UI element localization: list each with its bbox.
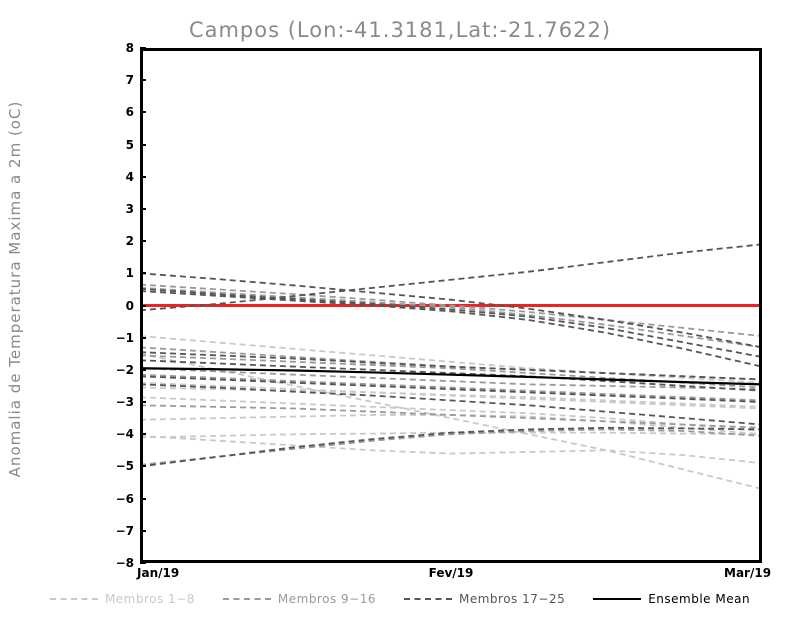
member-line xyxy=(140,373,762,402)
legend-swatch xyxy=(49,598,98,600)
member-line xyxy=(140,396,762,432)
legend-label: Membros 17−25 xyxy=(458,592,566,606)
y-axis-tick-mark xyxy=(140,336,146,339)
y-axis-tick-mark xyxy=(140,401,146,404)
plot-frame xyxy=(140,48,762,563)
y-axis-tick-mark xyxy=(140,111,146,114)
y-axis-tick-label: 6 xyxy=(125,105,134,120)
member-line xyxy=(140,381,762,410)
member-line xyxy=(140,359,762,392)
y-axis-label-container: Anomalia de Temperatura Maxima a 2m (oC) xyxy=(0,0,30,618)
y-axis-tick-label: 4 xyxy=(125,169,134,184)
y-axis-tick-mark xyxy=(140,562,146,564)
y-axis-tick-label: −1 xyxy=(115,330,134,345)
member-line xyxy=(140,335,762,384)
y-axis-tick-mark xyxy=(140,47,146,49)
member-line xyxy=(140,243,762,312)
legend-label: Membros 1−8 xyxy=(104,592,195,606)
y-axis-tick-label: −4 xyxy=(115,427,134,442)
y-axis-tick-mark xyxy=(140,368,146,371)
member-line xyxy=(140,283,762,337)
y-axis-tick-label: 2 xyxy=(125,234,134,249)
member-line xyxy=(140,354,762,389)
legend-label: Membros 9−16 xyxy=(277,592,376,606)
y-axis-tick-label: −5 xyxy=(115,459,134,474)
y-axis-tick-label: 8 xyxy=(125,41,134,55)
member-line xyxy=(140,290,762,368)
legend-item[interactable]: Membros 9−16 xyxy=(222,592,376,606)
y-axis-tick-mark xyxy=(140,272,146,275)
y-axis-tick-label: −8 xyxy=(115,556,134,570)
page-title: Campos (Lon:-41.3181,Lat:-21.7622) xyxy=(188,18,612,42)
y-axis-tick-labels: 8 7 6 5 4 3 2 1 0 −1 −2 −3 −4 −5 −6 −7 −8 xyxy=(108,41,134,570)
y-axis-tick-label: 7 xyxy=(125,73,134,88)
y-axis-tick-label: −2 xyxy=(115,362,134,377)
plot-area xyxy=(140,48,762,563)
y-axis-tick-mark xyxy=(140,143,146,146)
member-line xyxy=(140,404,762,429)
member-line xyxy=(140,367,762,391)
legend-item[interactable]: Membros 17−25 xyxy=(403,592,566,606)
member-line xyxy=(140,272,762,349)
y-axis-tick-label: −7 xyxy=(115,523,134,538)
legend-item[interactable]: Ensemble Mean xyxy=(593,592,750,606)
y-axis-tick-mark xyxy=(140,529,146,532)
legend: Membros 1−8 Membros 9−16 Membros 17−25 Ense… xyxy=(0,588,800,610)
y-axis-tick-mark xyxy=(140,497,146,500)
member-line xyxy=(140,383,762,426)
member-line xyxy=(140,352,762,490)
y-axis-tick-mark xyxy=(140,304,146,307)
member-line xyxy=(140,375,762,403)
x-axis-tick-label: Mar/19 xyxy=(724,566,772,580)
y-axis-tick-label: 3 xyxy=(125,201,134,216)
y-axis-tick-mark xyxy=(140,240,146,243)
y-axis-tick-mark xyxy=(140,175,146,178)
plot-svg xyxy=(140,243,762,490)
legend-swatch xyxy=(403,598,452,600)
y-axis-tick-label: 0 xyxy=(125,298,134,313)
y-axis-tick-label: 5 xyxy=(125,137,134,152)
y-axis-tick-mark xyxy=(140,79,146,82)
member-line xyxy=(140,351,762,381)
member-line xyxy=(140,286,762,349)
legend-swatch xyxy=(222,598,271,600)
member-line xyxy=(140,434,762,465)
y-axis-label: Anomalia de Temperatura Maxima a 2m (oC) xyxy=(6,100,24,478)
legend-label: Ensemble Mean xyxy=(648,592,751,606)
legend-swatch xyxy=(593,598,642,600)
member-line xyxy=(140,287,762,358)
x-axis-tick-label: Fev/19 xyxy=(428,566,474,580)
y-axis-tick-label: 1 xyxy=(125,266,134,281)
y-axis-tick-mark xyxy=(140,433,146,436)
y-axis-tick-label: −6 xyxy=(115,491,134,506)
legend-item[interactable]: Membros 1−8 xyxy=(49,592,195,606)
y-axis-tick-mark xyxy=(140,465,146,468)
y-axis-tick-label: −3 xyxy=(115,395,134,410)
ensemble-mean-line xyxy=(140,367,762,386)
y-axis-tick-mark xyxy=(140,207,146,210)
x-axis-tick-label: Jan/19 xyxy=(137,566,180,580)
member-line xyxy=(140,426,762,468)
